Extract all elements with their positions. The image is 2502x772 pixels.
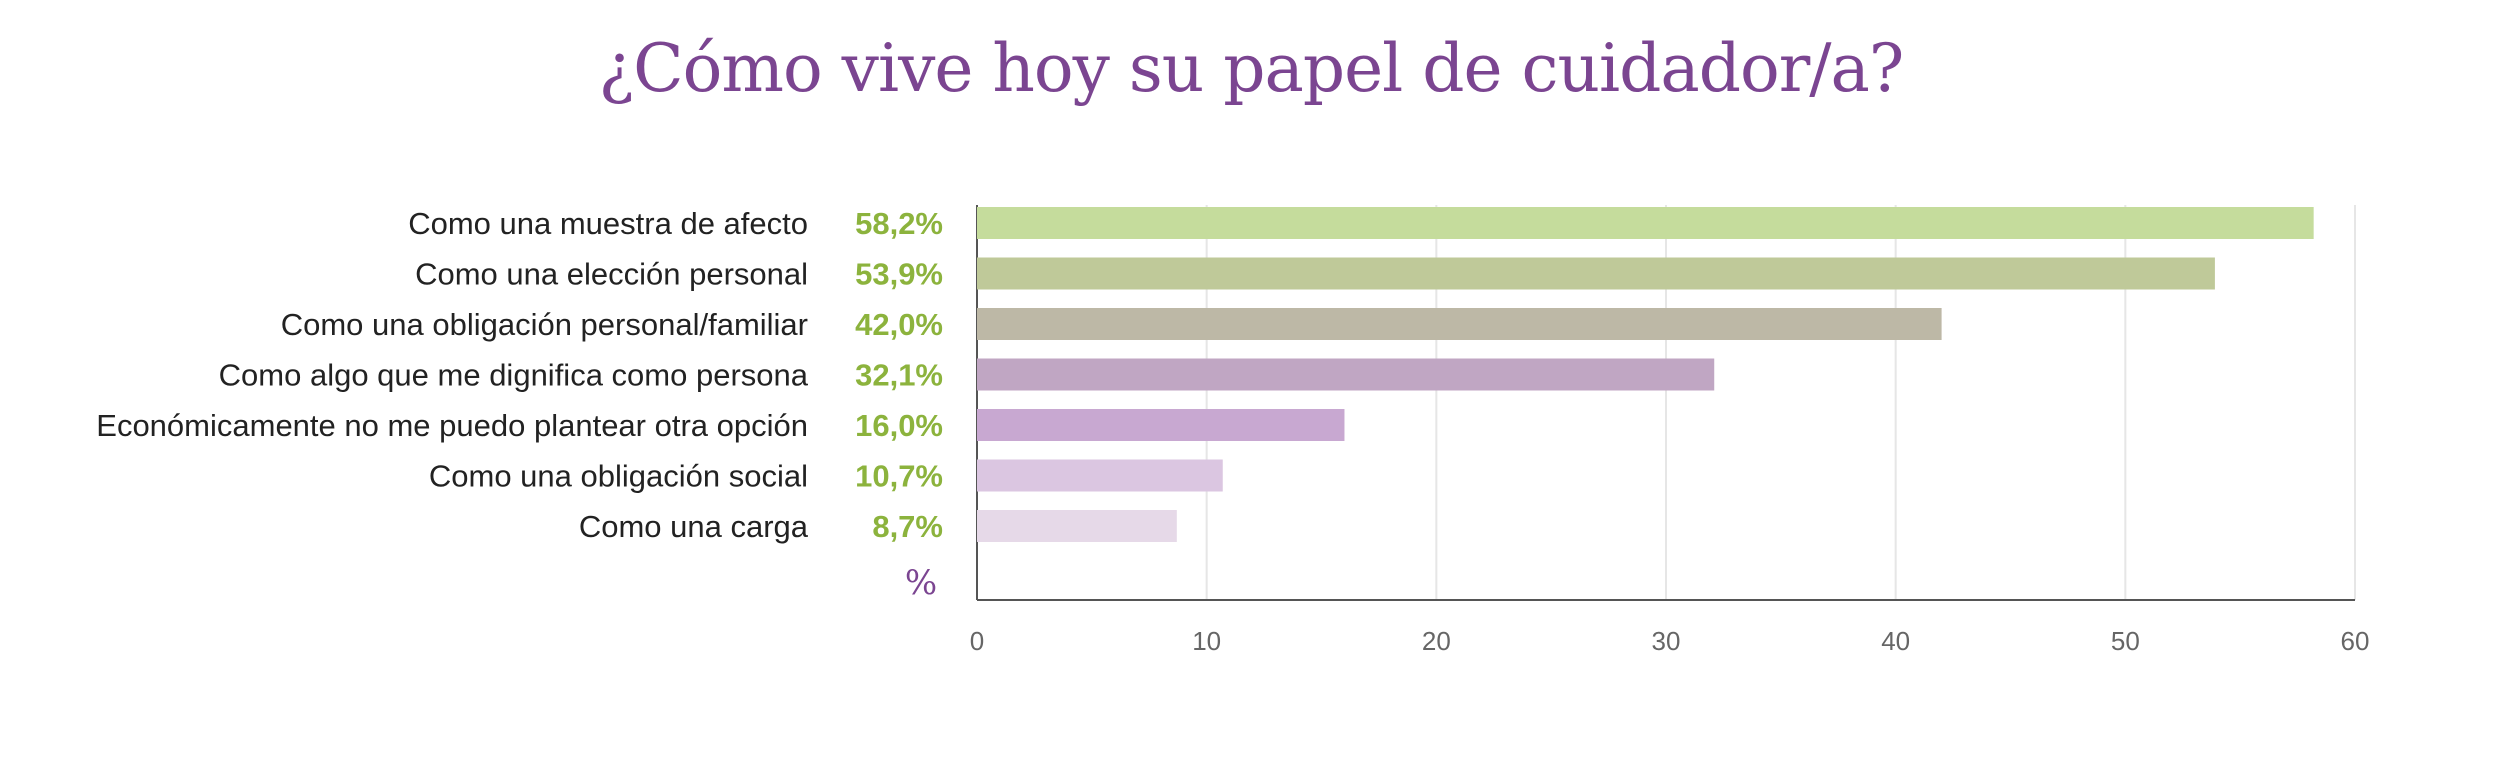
bar: [977, 409, 1345, 441]
value-label: 42,0%: [855, 307, 943, 342]
value-label: 10,7%: [855, 459, 943, 494]
category-label: Económicamente no me puedo plantear otra…: [96, 408, 808, 443]
value-label: 8,7%: [872, 509, 943, 544]
bar: [977, 358, 1715, 391]
category-label: Como una obligación social: [429, 459, 808, 494]
bar: [977, 257, 2215, 290]
x-tick-label: 10: [1192, 626, 1221, 656]
x-tick-label: 20: [1422, 626, 1451, 656]
x-tick-label: 30: [1652, 626, 1681, 656]
category-label: Como una elección personal: [415, 257, 808, 292]
x-tick-label: 50: [2111, 626, 2140, 656]
category-label: Como una carga: [579, 509, 809, 544]
value-label: 53,9%: [855, 257, 943, 292]
bar: [977, 510, 1177, 542]
bar-layer: [977, 207, 2314, 542]
value-label: 58,2%: [855, 206, 943, 241]
bar: [977, 459, 1223, 492]
category-label: Como algo que me dignifica como persona: [219, 358, 809, 393]
bar: [977, 308, 1942, 340]
label-layer: 0 10 20 30 40 50 60 Como una muestra de afecto 5…: [96, 206, 2369, 656]
category-label: Como una obligación personal/familiar: [281, 307, 808, 342]
unit-label: %: [905, 563, 937, 603]
x-tick-label: 0: [970, 626, 984, 656]
x-tick-label: 40: [1881, 626, 1910, 656]
category-label: Como una muestra de afecto: [408, 206, 808, 241]
value-label: 32,1%: [855, 358, 943, 393]
x-tick-label: 60: [2341, 626, 2370, 656]
bar: [977, 207, 2314, 239]
value-label: 16,0%: [855, 408, 943, 443]
chart-title: ¿Cómo vive hoy su papel de cuidador/a?: [598, 30, 1904, 107]
